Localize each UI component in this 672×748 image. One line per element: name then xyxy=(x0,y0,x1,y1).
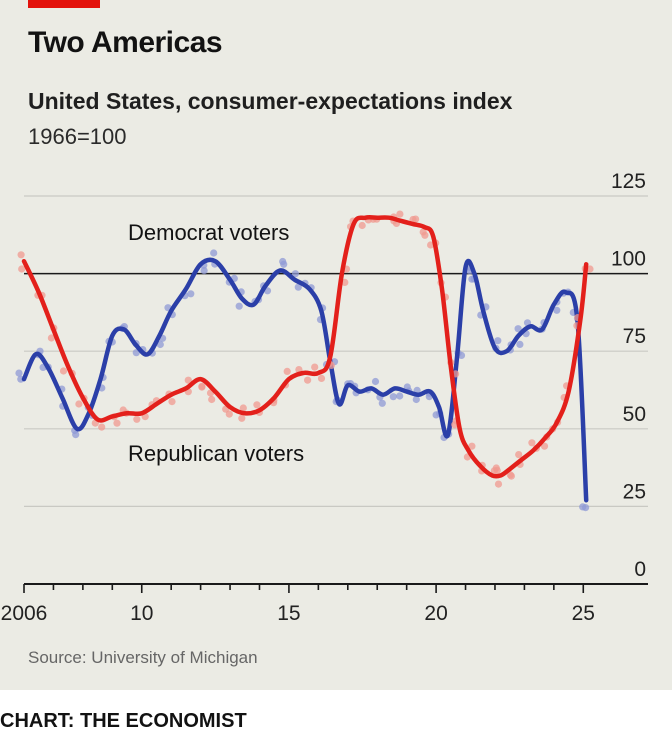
y-tick-label: 25 xyxy=(623,480,646,503)
data-point xyxy=(113,419,121,427)
x-tick-label: 25 xyxy=(572,602,595,625)
data-point xyxy=(358,221,366,230)
data-point xyxy=(210,249,218,257)
x-tick-label: 20 xyxy=(424,602,447,625)
data-point xyxy=(389,393,397,401)
data-point xyxy=(516,340,524,348)
data-point xyxy=(291,270,299,278)
data-point xyxy=(427,241,435,249)
series-line-republican xyxy=(21,215,589,479)
data-point xyxy=(200,267,208,275)
chart-credit: CHART: THE ECONOMIST xyxy=(0,710,247,732)
series-line-democrat xyxy=(21,257,589,503)
chart-title: Two Americas xyxy=(28,26,223,59)
data-point xyxy=(294,283,302,291)
data-point xyxy=(553,306,561,314)
chart-card: Two Americas United States, consumer-exp… xyxy=(0,0,672,690)
data-point xyxy=(198,383,206,391)
data-point xyxy=(239,404,247,412)
data-point xyxy=(494,337,502,345)
data-point xyxy=(378,399,386,407)
data-point xyxy=(468,442,476,450)
data-point xyxy=(412,395,420,404)
data-point xyxy=(225,410,233,418)
data-point xyxy=(371,377,380,386)
y-tick-label: 100 xyxy=(611,248,646,271)
data-point xyxy=(15,369,23,377)
y-tick-label: 75 xyxy=(623,325,646,348)
line-chart: 0 25 50 75 100 125 2006 10 15 20 25 Democrat voters… xyxy=(1,170,648,625)
data-point xyxy=(133,415,141,423)
source-note: Source: University of Michigan xyxy=(28,648,258,667)
data-point xyxy=(311,363,319,371)
annotation-democrat: Democrat voters xyxy=(128,220,289,245)
data-point xyxy=(47,334,56,342)
data-point xyxy=(17,251,25,259)
data-point xyxy=(403,383,411,391)
chart-unit: 1966=100 xyxy=(28,124,127,149)
data-point xyxy=(18,265,26,273)
data-point xyxy=(238,414,246,422)
x-tick-label: 2006 xyxy=(1,602,48,625)
data-point xyxy=(514,325,522,333)
annotation-republican: Republican voters xyxy=(128,441,304,466)
data-point xyxy=(75,400,83,408)
data-point xyxy=(98,423,106,431)
data-point xyxy=(396,392,404,400)
data-point xyxy=(253,401,261,409)
data-point xyxy=(515,451,523,459)
data-point xyxy=(187,290,195,298)
data-point xyxy=(59,367,68,375)
data-point xyxy=(421,231,429,239)
data-point xyxy=(493,466,501,474)
y-tick-label: 125 xyxy=(611,170,646,193)
data-point xyxy=(586,265,594,273)
data-point xyxy=(540,442,549,450)
data-point xyxy=(184,376,192,384)
data-point xyxy=(283,367,291,375)
accent-tab xyxy=(28,0,100,8)
data-point xyxy=(304,376,312,384)
data-point xyxy=(396,210,404,218)
data-point xyxy=(528,439,536,447)
data-point xyxy=(317,374,326,382)
chart-subtitle: United States, consumer-expectations ind… xyxy=(28,88,513,114)
data-point xyxy=(582,504,590,512)
data-point xyxy=(156,340,164,349)
y-tick-label: 50 xyxy=(623,403,646,426)
data-point xyxy=(208,395,216,404)
y-tick-label: 0 xyxy=(634,558,646,581)
x-tick-label: 15 xyxy=(277,602,300,625)
data-point xyxy=(235,302,243,310)
data-point xyxy=(168,398,176,406)
x-tick-label: 10 xyxy=(130,602,153,625)
data-point xyxy=(506,471,514,479)
data-point xyxy=(494,480,503,488)
data-point xyxy=(280,260,288,268)
